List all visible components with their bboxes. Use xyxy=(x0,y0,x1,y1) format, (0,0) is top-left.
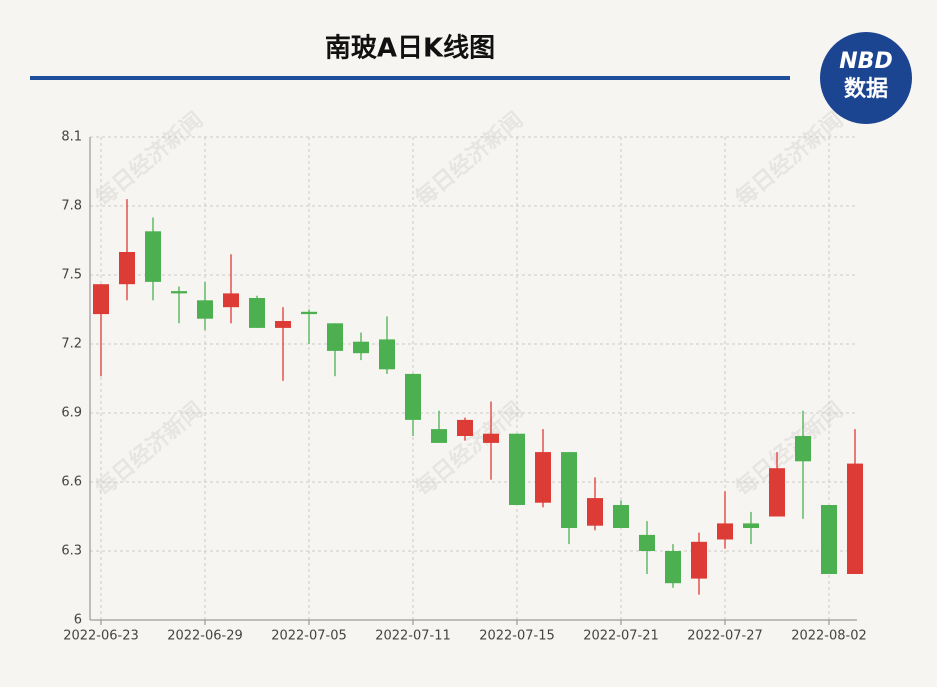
candle-body xyxy=(431,429,447,443)
candle-body xyxy=(613,505,629,528)
candle-body xyxy=(145,231,161,282)
title-underline xyxy=(30,76,790,80)
x-tick-label: 2022-07-21 xyxy=(583,629,659,644)
candle-body xyxy=(509,433,525,505)
chart-title: 南玻A日K线图 xyxy=(325,34,495,64)
candle-body xyxy=(223,293,239,308)
candle-body xyxy=(587,498,603,526)
y-tick-label: 6.9 xyxy=(61,406,82,421)
candle-body xyxy=(639,534,655,551)
candle-body xyxy=(795,436,811,462)
candle-body xyxy=(249,298,265,328)
candle-body xyxy=(561,452,577,528)
x-tick-label: 2022-06-23 xyxy=(63,629,139,644)
logo-circle xyxy=(820,32,912,124)
candle-body xyxy=(327,323,343,351)
x-tick-label: 2022-08-02 xyxy=(791,629,867,644)
y-tick-label: 7.5 xyxy=(61,268,82,283)
y-tick-label: 6.6 xyxy=(61,475,82,490)
candle-body xyxy=(717,523,733,540)
candle-body xyxy=(197,300,213,319)
y-tick-label: 6.3 xyxy=(61,544,82,559)
y-tick-label: 8.1 xyxy=(61,130,82,145)
candle-body xyxy=(457,419,473,436)
candle-body xyxy=(353,341,369,354)
candle-body xyxy=(275,321,291,328)
x-tick-label: 2022-07-05 xyxy=(271,629,347,644)
x-tick-label: 2022-07-27 xyxy=(687,629,763,644)
candle-body xyxy=(301,311,317,315)
y-tick-label: 7.2 xyxy=(61,337,82,352)
candle-body xyxy=(535,452,551,503)
candle-body xyxy=(93,284,109,315)
logo-bottom: 数据 xyxy=(844,76,888,102)
x-tick-label: 2022-07-11 xyxy=(375,629,451,644)
candle-body xyxy=(119,252,135,285)
candle-body xyxy=(691,541,707,579)
logo-top: NBD xyxy=(839,49,892,74)
y-tick-label: 7.8 xyxy=(61,199,82,214)
y-tick-label: 6 xyxy=(74,613,82,628)
x-tick-label: 2022-06-29 xyxy=(167,629,243,644)
x-tick-label: 2022-07-15 xyxy=(479,629,555,644)
candle-body xyxy=(483,433,499,443)
candle-body xyxy=(171,291,187,294)
candle-body xyxy=(847,463,863,574)
candle-body xyxy=(405,373,421,420)
candle-body xyxy=(379,339,395,370)
candle-body xyxy=(665,551,681,584)
candle-body xyxy=(821,505,837,574)
candle-body xyxy=(769,468,785,517)
candle-body xyxy=(743,523,759,528)
